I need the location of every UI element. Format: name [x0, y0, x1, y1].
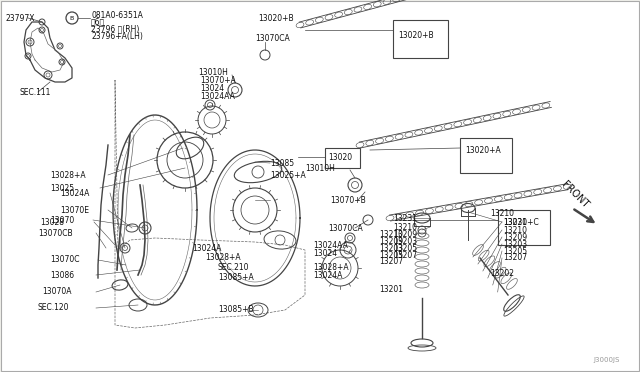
Text: 13020: 13020	[328, 153, 352, 161]
Text: 13025: 13025	[50, 183, 74, 192]
Text: 13209: 13209	[393, 230, 417, 238]
Text: 13028+A: 13028+A	[205, 253, 241, 263]
Text: 13203: 13203	[503, 240, 527, 248]
Text: 13207: 13207	[503, 253, 527, 263]
Text: B: B	[70, 16, 74, 20]
Text: 13020+B: 13020+B	[258, 13, 294, 22]
Text: J3000JS: J3000JS	[594, 357, 620, 363]
Text: 13086: 13086	[50, 270, 74, 279]
Text: SEC.210: SEC.210	[218, 263, 250, 273]
Text: 13231: 13231	[503, 218, 527, 227]
Text: 13024AA: 13024AA	[200, 92, 235, 100]
Bar	[325, 148, 360, 168]
Text: SEC.111: SEC.111	[20, 87, 51, 96]
Text: 081A0-6351A: 081A0-6351A	[91, 10, 143, 19]
Text: 13203: 13203	[393, 237, 417, 246]
Text: 13207: 13207	[393, 250, 417, 260]
Text: 13203: 13203	[379, 244, 403, 253]
Text: 13028: 13028	[40, 218, 64, 227]
Text: 13210: 13210	[490, 208, 514, 218]
Text: 13210: 13210	[393, 222, 417, 231]
Text: 13207: 13207	[379, 257, 403, 266]
Text: 13210: 13210	[379, 230, 403, 238]
Text: 13020+B: 13020+B	[398, 31, 434, 39]
Text: 13201: 13201	[379, 285, 403, 295]
Text: 13070+A: 13070+A	[200, 76, 236, 84]
Text: 23796 　(RH): 23796 (RH)	[91, 25, 140, 33]
Text: 13205: 13205	[393, 244, 417, 253]
Text: 13020+A: 13020+A	[465, 145, 500, 154]
Text: 13025+A: 13025+A	[270, 170, 306, 180]
Text: 13028+A: 13028+A	[50, 170, 86, 180]
Text: 13070CA: 13070CA	[328, 224, 363, 232]
Text: 13070C: 13070C	[50, 256, 79, 264]
Text: 13205: 13205	[379, 250, 403, 260]
Text: 13010H: 13010H	[198, 67, 228, 77]
Text: 13024AA: 13024AA	[313, 241, 348, 250]
Text: 13205: 13205	[503, 247, 527, 256]
Text: 13020+C: 13020+C	[503, 218, 539, 227]
Bar	[460, 138, 512, 173]
Text: 13085+B: 13085+B	[218, 305, 253, 314]
Text: 13024A: 13024A	[313, 272, 342, 280]
Text: 13070+B: 13070+B	[330, 196, 365, 205]
Text: 13209: 13209	[503, 232, 527, 241]
Bar	[498, 210, 550, 245]
Text: 13070E: 13070E	[60, 205, 89, 215]
Bar	[393, 20, 448, 58]
Text: 13070CA: 13070CA	[255, 33, 290, 42]
Text: 13024A: 13024A	[192, 244, 221, 253]
Text: 13070: 13070	[50, 215, 74, 224]
Text: 13210: 13210	[503, 225, 527, 234]
Text: 6）: 6）	[91, 17, 105, 26]
Text: 13085+A: 13085+A	[218, 273, 253, 282]
Text: 13085: 13085	[270, 158, 294, 167]
Text: 13028+A: 13028+A	[313, 263, 349, 273]
Text: 13202: 13202	[490, 269, 514, 278]
Text: 13209: 13209	[379, 237, 403, 246]
Text: 13010H: 13010H	[305, 164, 335, 173]
Text: 13024: 13024	[200, 83, 224, 93]
Text: 13024: 13024	[313, 248, 337, 257]
Text: 23796+A(LH): 23796+A(LH)	[91, 32, 143, 41]
Text: 13024A: 13024A	[60, 189, 90, 198]
Text: 13070A: 13070A	[42, 288, 72, 296]
Text: SEC.120: SEC.120	[38, 304, 70, 312]
Text: FRONT: FRONT	[560, 180, 591, 210]
Text: 13070CB: 13070CB	[38, 228, 72, 237]
Text: 13231: 13231	[393, 214, 417, 222]
Text: 23797X: 23797X	[5, 13, 35, 22]
